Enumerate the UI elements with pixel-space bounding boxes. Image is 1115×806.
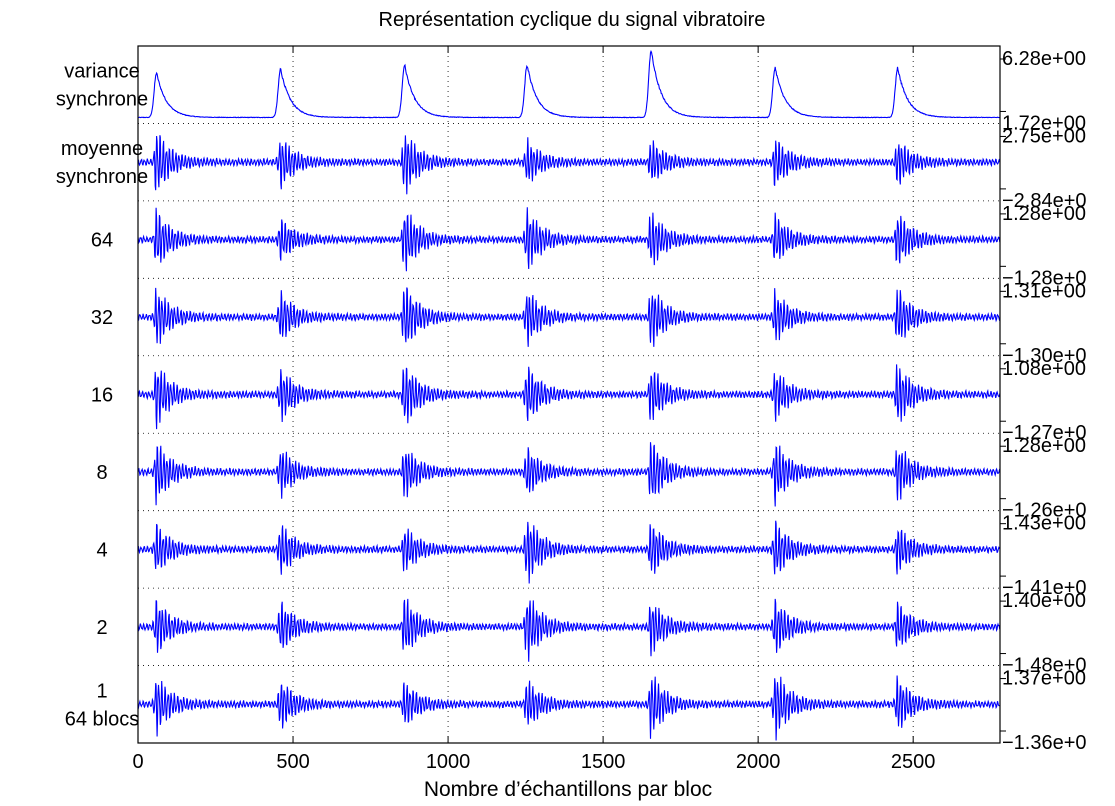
series-label: 4: [96, 539, 107, 561]
series-min-label: −1.30e+0: [1002, 345, 1087, 367]
x-tick-label: 2500: [891, 751, 936, 773]
series-label: synchrone: [56, 89, 148, 111]
series-line-2: [137, 135, 1001, 195]
series-max-label: 1.08e+00: [1002, 358, 1086, 380]
x-tick-label: 0: [132, 751, 143, 773]
x-tick-label: 500: [276, 751, 309, 773]
series-min-label: −1.26e+0: [1002, 500, 1087, 522]
series-min-label: −1.28e+0: [1002, 267, 1087, 289]
x-tick-label: 2000: [736, 751, 781, 773]
x-tick-label: 1500: [581, 751, 626, 773]
series-max-label: 2.75e+00: [1002, 125, 1086, 147]
series-min-label: −1.36e+0: [1002, 732, 1087, 754]
series-lines: [137, 49, 1001, 741]
chart-title: Représentation cyclique du signal vibrat…: [379, 9, 766, 31]
series-max-label: 1.43e+00: [1002, 513, 1086, 535]
series-min-label: −1.27e+0: [1002, 422, 1087, 444]
series-line-6: [137, 442, 1001, 507]
series-line-1: [137, 49, 1000, 119]
series-max-label: 1.28e+00: [1002, 435, 1086, 457]
series-max-label: 1.37e+00: [1002, 668, 1086, 690]
axes: [137, 45, 1006, 744]
series-label: 1: [96, 680, 107, 702]
series-line-7: [137, 520, 1001, 584]
x-tick-label: 1000: [426, 751, 471, 773]
series-min-label: −1.41e+0: [1002, 577, 1087, 599]
series-label: 16: [91, 385, 113, 407]
series-line-5: [137, 364, 1001, 430]
series-label: synchrone: [56, 166, 148, 188]
series-label: 2: [96, 617, 107, 639]
series-label: 8: [96, 462, 107, 484]
series-line-4: [137, 287, 1001, 347]
series-max-label: 1.31e+00: [1002, 280, 1086, 302]
series-min-label: −2.84e+0: [1002, 190, 1087, 212]
series-min-label: 1.72e+00: [1002, 112, 1086, 134]
x-axis-label: Nombre d’échantillons par bloc: [424, 778, 712, 801]
series-label: 64 blocs: [65, 708, 140, 730]
series-label: 32: [91, 307, 113, 329]
series-label: variance: [64, 61, 140, 83]
series-line-8: [137, 598, 1001, 662]
series-max-label: 1.28e+00: [1002, 203, 1086, 225]
series-line-9: [137, 675, 1000, 741]
labels: variance synchrone 6.28e+00 1.72e+00 moyenne…: [56, 48, 1087, 773]
plot-frame: [137, 45, 1001, 744]
series-max-label: 1.40e+00: [1002, 590, 1086, 612]
series-max-label: 6.28e+00: [1002, 48, 1086, 70]
series-min-label: −1.48e+0: [1002, 655, 1087, 677]
series-label: moyenne: [61, 138, 143, 160]
series-label: 64: [91, 230, 113, 252]
series-line-3: [137, 207, 1001, 272]
